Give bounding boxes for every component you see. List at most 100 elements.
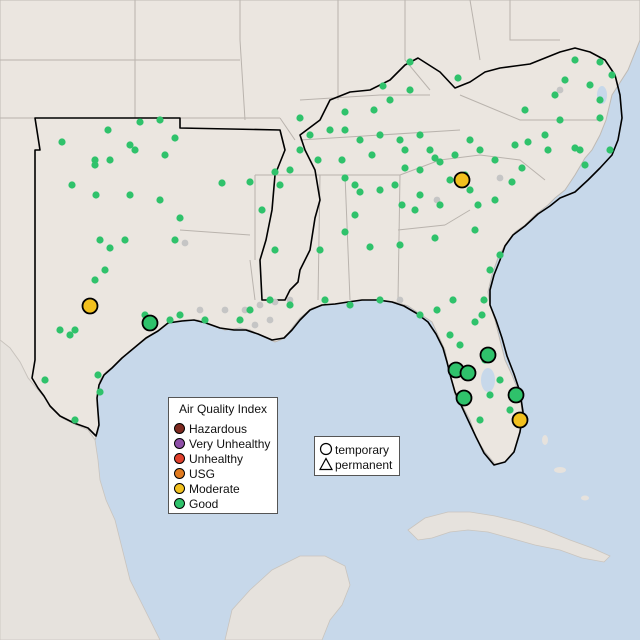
sensor-marker-good[interactable] [218, 179, 226, 187]
sensor-marker-good[interactable] [92, 191, 100, 199]
sensor-marker-good[interactable] [476, 146, 484, 154]
sensor-marker-good[interactable] [431, 154, 439, 162]
sensor-marker-good[interactable] [341, 108, 349, 116]
sensor-marker-good[interactable] [101, 266, 109, 274]
sensor-marker-good[interactable] [236, 316, 244, 324]
sensor-marker-good[interactable] [476, 416, 484, 424]
sensor-marker-good[interactable] [341, 174, 349, 182]
sensor-marker-good[interactable] [391, 181, 399, 189]
sensor-marker-good[interactable] [296, 114, 304, 122]
sensor-marker-good[interactable] [271, 168, 279, 176]
sensor-marker-good[interactable] [608, 71, 616, 79]
sensor-marker-good[interactable] [471, 318, 479, 326]
sensor-marker-good[interactable] [426, 146, 434, 154]
sensor-marker-good[interactable] [496, 251, 504, 259]
sensor-marker-good[interactable] [91, 161, 99, 169]
sensor-marker-good[interactable] [508, 178, 516, 186]
sensor-marker-good[interactable] [478, 311, 486, 319]
sensor-marker-good[interactable] [436, 158, 444, 166]
sensor-marker-good[interactable] [416, 131, 424, 139]
sensor-marker-good[interactable] [471, 226, 479, 234]
sensor-marker-good[interactable] [71, 326, 79, 334]
sensor-marker-good[interactable] [479, 346, 497, 364]
sensor-marker-good[interactable] [106, 244, 114, 252]
sensor-marker-good[interactable] [321, 296, 329, 304]
sensor-marker-good[interactable] [466, 136, 474, 144]
sensor-marker-good[interactable] [258, 206, 266, 214]
sensor-marker-no-data[interactable] [251, 321, 259, 329]
sensor-marker-no-data[interactable] [221, 306, 229, 314]
sensor-marker-good[interactable] [91, 276, 99, 284]
sensor-marker-good[interactable] [416, 191, 424, 199]
sensor-marker-good[interactable] [455, 389, 473, 407]
sensor-marker-good[interactable] [271, 246, 279, 254]
sensor-marker-no-data[interactable] [241, 306, 249, 314]
sensor-marker-good[interactable] [356, 136, 364, 144]
sensor-marker-no-data[interactable] [196, 306, 204, 314]
sensor-marker-good[interactable] [58, 138, 66, 146]
sensor-marker-moderate[interactable] [453, 171, 471, 189]
sensor-marker-good[interactable] [366, 243, 374, 251]
sensor-marker-good[interactable] [451, 151, 459, 159]
sensor-marker-good[interactable] [486, 391, 494, 399]
sensor-marker-good[interactable] [551, 91, 559, 99]
sensor-marker-good[interactable] [606, 146, 614, 154]
sensor-marker-good[interactable] [396, 241, 404, 249]
sensor-marker-good[interactable] [176, 214, 184, 222]
sensor-marker-good[interactable] [71, 416, 79, 424]
sensor-marker-good[interactable] [104, 126, 112, 134]
sensor-marker-good[interactable] [496, 376, 504, 384]
sensor-marker-no-data[interactable] [256, 301, 264, 309]
sensor-marker-good[interactable] [446, 331, 454, 339]
sensor-marker-good[interactable] [156, 196, 164, 204]
sensor-marker-good[interactable] [68, 181, 76, 189]
sensor-marker-good[interactable] [449, 296, 457, 304]
sensor-marker-good[interactable] [306, 131, 314, 139]
sensor-marker-good[interactable] [94, 371, 102, 379]
sensor-marker-good[interactable] [96, 236, 104, 244]
sensor-marker-good[interactable] [511, 141, 519, 149]
sensor-marker-good[interactable] [351, 211, 359, 219]
sensor-marker-no-data[interactable] [181, 239, 189, 247]
sensor-marker-good[interactable] [161, 151, 169, 159]
sensor-marker-good[interactable] [338, 156, 346, 164]
sensor-marker-good[interactable] [456, 341, 464, 349]
sensor-marker-good[interactable] [586, 81, 594, 89]
sensor-marker-good[interactable] [341, 228, 349, 236]
sensor-marker-good[interactable] [266, 296, 274, 304]
sensor-marker-no-data[interactable] [556, 86, 564, 94]
sensor-marker-good[interactable] [316, 246, 324, 254]
sensor-marker-good[interactable] [370, 106, 378, 114]
sensor-marker-no-data[interactable] [286, 296, 294, 304]
sensor-marker-good[interactable] [171, 236, 179, 244]
sensor-marker-good[interactable] [91, 156, 99, 164]
sensor-marker-good[interactable] [571, 56, 579, 64]
sensor-marker-no-data[interactable] [496, 174, 504, 182]
sensor-marker-good[interactable] [351, 181, 359, 189]
sensor-marker-good[interactable] [96, 388, 104, 396]
sensor-marker-good[interactable] [246, 306, 254, 314]
sensor-marker-good[interactable] [396, 136, 404, 144]
sensor-marker-good[interactable] [576, 146, 584, 154]
sensor-marker-good[interactable] [406, 86, 414, 94]
sensor-marker-good[interactable] [436, 201, 444, 209]
sensor-marker-good[interactable] [507, 386, 525, 404]
sensor-marker-good[interactable] [131, 146, 139, 154]
sensor-marker-good[interactable] [544, 146, 552, 154]
sensor-marker-good[interactable] [596, 96, 604, 104]
sensor-marker-good[interactable] [398, 201, 406, 209]
sensor-marker-good[interactable] [446, 176, 454, 184]
sensor-marker-good[interactable] [376, 186, 384, 194]
sensor-marker-good[interactable] [341, 126, 349, 134]
sensor-marker-no-data[interactable] [266, 316, 274, 324]
sensor-marker-no-data[interactable] [396, 296, 404, 304]
sensor-marker-good[interactable] [368, 151, 376, 159]
sensor-marker-good[interactable] [401, 164, 409, 172]
sensor-marker-good[interactable] [41, 376, 49, 384]
sensor-marker-good[interactable] [376, 131, 384, 139]
sensor-marker-good[interactable] [480, 296, 488, 304]
sensor-marker-good[interactable] [136, 118, 144, 126]
sensor-marker-good[interactable] [66, 331, 74, 339]
sensor-marker-good[interactable] [518, 164, 526, 172]
sensor-marker-good[interactable] [491, 196, 499, 204]
